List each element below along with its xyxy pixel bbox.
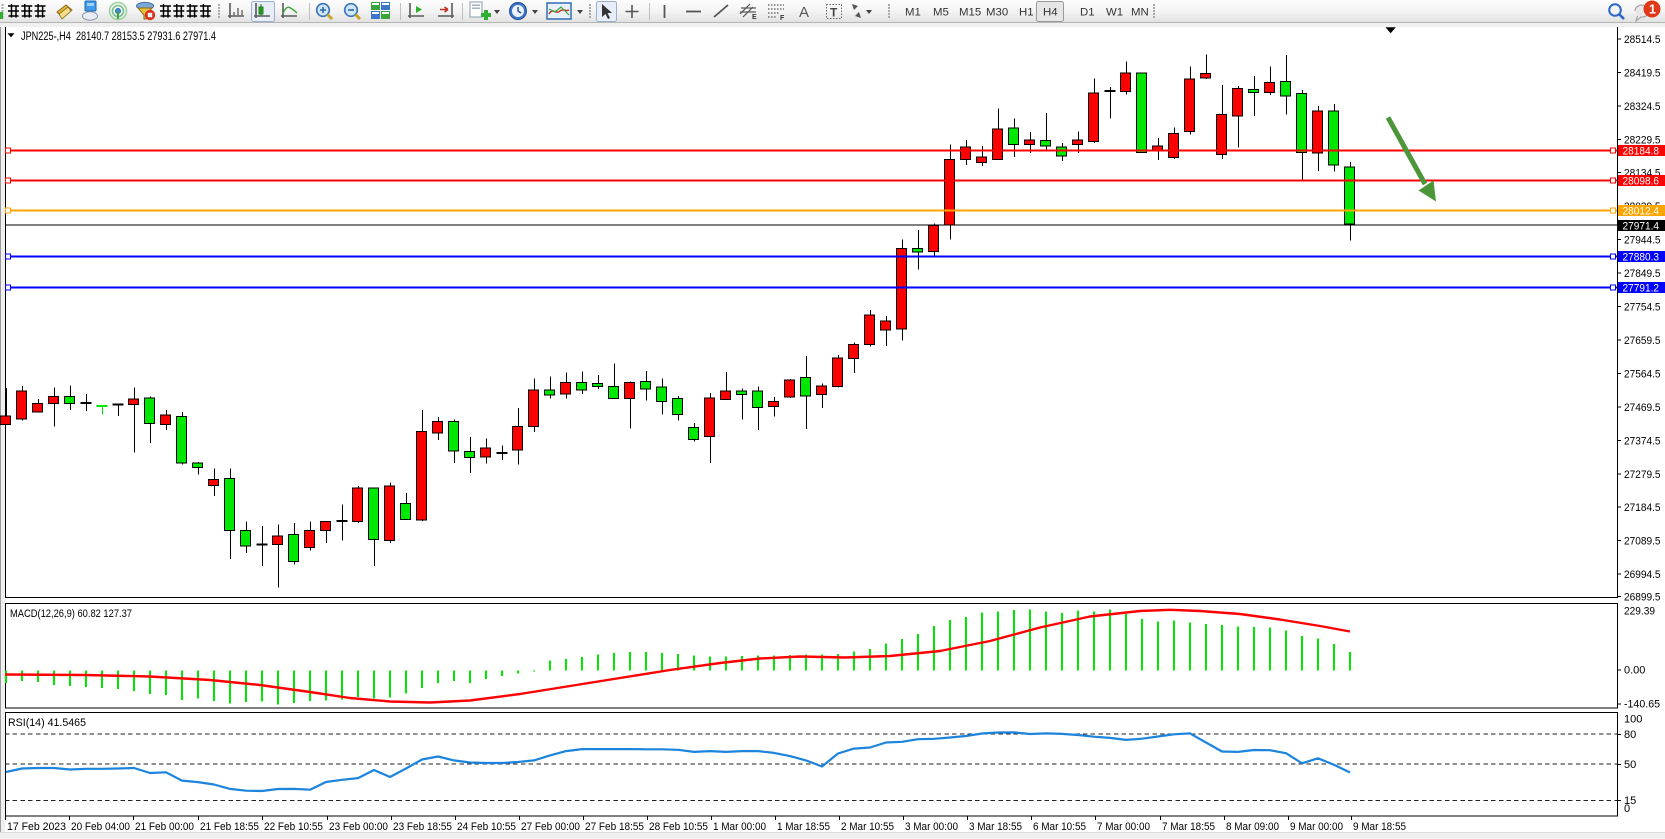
svg-text:21 Feb 00:00: 21 Feb 00:00 xyxy=(135,821,194,833)
svg-text:7 Mar 00:00: 7 Mar 00:00 xyxy=(1097,821,1150,833)
svg-text:JPN225-,H4 28140.7 28153.5 27: JPN225-,H4 28140.7 28153.5 27931.6 27971… xyxy=(21,31,216,43)
svg-text:1 Mar 00:00: 1 Mar 00:00 xyxy=(713,821,766,833)
svg-text:27184.5: 27184.5 xyxy=(1624,502,1661,514)
svg-text:9 Mar 18:55: 9 Mar 18:55 xyxy=(1353,821,1406,833)
svg-text:21 Feb 18:55: 21 Feb 18:55 xyxy=(200,821,259,833)
svg-text:MN: MN xyxy=(1131,7,1149,19)
svg-text:28514.5: 28514.5 xyxy=(1624,34,1661,46)
svg-text:H4: H4 xyxy=(1043,7,1058,19)
svg-text:27944.5: 27944.5 xyxy=(1624,235,1661,247)
svg-text:24 Feb 10:55: 24 Feb 10:55 xyxy=(457,821,516,833)
svg-text:50: 50 xyxy=(1624,759,1636,771)
svg-text:W1: W1 xyxy=(1106,7,1123,19)
svg-text:M15: M15 xyxy=(959,7,981,19)
svg-text:22 Feb 10:55: 22 Feb 10:55 xyxy=(264,821,323,833)
svg-text:23 Feb 18:55: 23 Feb 18:55 xyxy=(393,821,452,833)
svg-text:H1: H1 xyxy=(1019,7,1034,19)
svg-text:F: F xyxy=(780,15,785,22)
svg-text:28324.5: 28324.5 xyxy=(1624,101,1661,113)
svg-text:3 Mar 18:55: 3 Mar 18:55 xyxy=(969,821,1022,833)
svg-text:27089.5: 27089.5 xyxy=(1624,536,1661,548)
svg-text:7 Mar 18:55: 7 Mar 18:55 xyxy=(1162,821,1215,833)
svg-text:28 Feb 10:55: 28 Feb 10:55 xyxy=(649,821,708,833)
svg-text:28419.5: 28419.5 xyxy=(1624,68,1661,80)
svg-text:3 Mar 00:00: 3 Mar 00:00 xyxy=(905,821,958,833)
svg-text:28012.4: 28012.4 xyxy=(1623,206,1660,218)
svg-text:27469.5: 27469.5 xyxy=(1624,402,1661,414)
svg-text:28184.8: 28184.8 xyxy=(1623,146,1660,158)
svg-text:27791.2: 27791.2 xyxy=(1623,283,1660,295)
svg-text:M1: M1 xyxy=(905,7,921,19)
svg-text:229.39: 229.39 xyxy=(1624,606,1655,618)
svg-text:D1: D1 xyxy=(1080,7,1095,19)
svg-text:RSI(14) 41.5465: RSI(14) 41.5465 xyxy=(8,717,86,729)
svg-text:27279.5: 27279.5 xyxy=(1624,469,1661,481)
svg-text:A: A xyxy=(799,4,809,21)
svg-text:17 Feb 2023: 17 Feb 2023 xyxy=(7,821,66,833)
svg-text:27971.4: 27971.4 xyxy=(1623,221,1660,233)
svg-text:15: 15 xyxy=(1624,795,1636,807)
svg-text:MACD(12,26,9) 60.82 127.37: MACD(12,26,9) 60.82 127.37 xyxy=(10,608,132,620)
svg-text:100: 100 xyxy=(1624,714,1642,726)
svg-text:0.00: 0.00 xyxy=(1624,665,1645,677)
svg-text:28229.5: 28229.5 xyxy=(1624,135,1661,147)
svg-text:0: 0 xyxy=(1624,803,1630,815)
svg-text:1: 1 xyxy=(1649,3,1656,17)
svg-text:27754.5: 27754.5 xyxy=(1624,302,1661,314)
svg-text:9 Mar 00:00: 9 Mar 00:00 xyxy=(1290,821,1343,833)
svg-text:T: T xyxy=(830,6,838,20)
svg-text:M30: M30 xyxy=(986,7,1008,19)
svg-text:27 Feb 00:00: 27 Feb 00:00 xyxy=(521,821,580,833)
svg-text:-140.65: -140.65 xyxy=(1624,699,1660,711)
svg-text:20 Feb 04:00: 20 Feb 04:00 xyxy=(71,821,130,833)
svg-text:E: E xyxy=(752,14,757,21)
svg-text:8 Mar 09:00: 8 Mar 09:00 xyxy=(1226,821,1279,833)
svg-text:27659.5: 27659.5 xyxy=(1624,335,1661,347)
svg-text:27849.5: 27849.5 xyxy=(1624,268,1661,280)
svg-text:27880.3: 27880.3 xyxy=(1623,252,1660,264)
svg-text:2 Mar 10:55: 2 Mar 10:55 xyxy=(841,821,894,833)
svg-text:27374.5: 27374.5 xyxy=(1624,436,1661,448)
svg-text:27 Feb 18:55: 27 Feb 18:55 xyxy=(585,821,644,833)
svg-text:6 Mar 10:55: 6 Mar 10:55 xyxy=(1033,821,1086,833)
svg-text:27564.5: 27564.5 xyxy=(1624,369,1661,381)
svg-text:28098.6: 28098.6 xyxy=(1623,176,1660,188)
svg-text:23 Feb 00:00: 23 Feb 00:00 xyxy=(329,821,388,833)
svg-text:26994.5: 26994.5 xyxy=(1624,569,1661,581)
svg-text:80: 80 xyxy=(1624,729,1636,741)
svg-text:26899.5: 26899.5 xyxy=(1624,592,1661,604)
svg-text:M5: M5 xyxy=(933,7,949,19)
svg-text:1 Mar 18:55: 1 Mar 18:55 xyxy=(777,821,830,833)
